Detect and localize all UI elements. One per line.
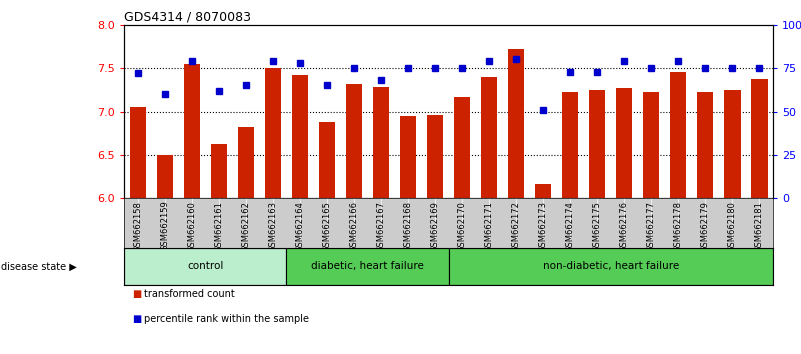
- Text: GSM662169: GSM662169: [431, 201, 440, 252]
- Text: GSM662162: GSM662162: [241, 201, 250, 252]
- Text: GSM662158: GSM662158: [133, 201, 142, 252]
- Text: GSM662168: GSM662168: [404, 201, 413, 252]
- Text: GSM662172: GSM662172: [512, 201, 521, 252]
- Text: GSM662179: GSM662179: [701, 201, 710, 252]
- Text: non-diabetic, heart failure: non-diabetic, heart failure: [542, 261, 679, 272]
- Bar: [535, 184, 551, 198]
- Bar: [670, 73, 686, 198]
- Text: GSM662167: GSM662167: [376, 201, 385, 252]
- Text: GSM662159: GSM662159: [160, 201, 169, 251]
- Bar: [211, 144, 227, 198]
- Bar: [427, 115, 443, 198]
- Bar: [319, 122, 335, 198]
- Bar: [697, 92, 714, 198]
- Text: GSM662164: GSM662164: [296, 201, 304, 252]
- Bar: [400, 116, 417, 198]
- Bar: [724, 90, 741, 198]
- Text: GSM662171: GSM662171: [485, 201, 493, 252]
- Text: transformed count: transformed count: [144, 289, 235, 299]
- Text: GSM662181: GSM662181: [755, 201, 764, 252]
- Bar: [124, 248, 287, 285]
- Bar: [616, 88, 633, 198]
- Bar: [589, 90, 606, 198]
- Text: GSM662161: GSM662161: [215, 201, 223, 252]
- Text: GSM662176: GSM662176: [620, 201, 629, 252]
- Bar: [643, 92, 659, 198]
- Bar: [346, 84, 362, 198]
- Bar: [454, 97, 470, 198]
- Bar: [562, 92, 578, 198]
- Bar: [449, 248, 773, 285]
- Text: GDS4314 / 8070083: GDS4314 / 8070083: [124, 11, 252, 24]
- Text: GSM662170: GSM662170: [457, 201, 466, 252]
- Bar: [157, 155, 173, 198]
- Text: GSM662165: GSM662165: [323, 201, 332, 252]
- Text: ■: ■: [132, 289, 142, 299]
- Bar: [238, 127, 254, 198]
- Text: GSM662166: GSM662166: [349, 201, 358, 252]
- Text: diabetic, heart failure: diabetic, heart failure: [311, 261, 424, 272]
- Text: GSM662178: GSM662178: [674, 201, 682, 252]
- Bar: [264, 68, 281, 198]
- Text: control: control: [187, 261, 223, 272]
- Bar: [481, 77, 497, 198]
- Bar: [287, 248, 449, 285]
- Text: percentile rank within the sample: percentile rank within the sample: [144, 314, 309, 324]
- Text: ■: ■: [132, 314, 142, 324]
- Text: GSM662163: GSM662163: [268, 201, 277, 252]
- Bar: [508, 49, 524, 198]
- Bar: [373, 87, 389, 198]
- Text: GSM662160: GSM662160: [187, 201, 196, 252]
- Text: GSM662175: GSM662175: [593, 201, 602, 252]
- Text: GSM662174: GSM662174: [566, 201, 574, 252]
- Bar: [751, 79, 767, 198]
- Bar: [292, 75, 308, 198]
- Bar: [130, 107, 146, 198]
- Text: disease state ▶: disease state ▶: [1, 262, 77, 272]
- Bar: [183, 64, 200, 198]
- Text: GSM662173: GSM662173: [539, 201, 548, 252]
- Text: GSM662177: GSM662177: [647, 201, 656, 252]
- Text: GSM662180: GSM662180: [728, 201, 737, 252]
